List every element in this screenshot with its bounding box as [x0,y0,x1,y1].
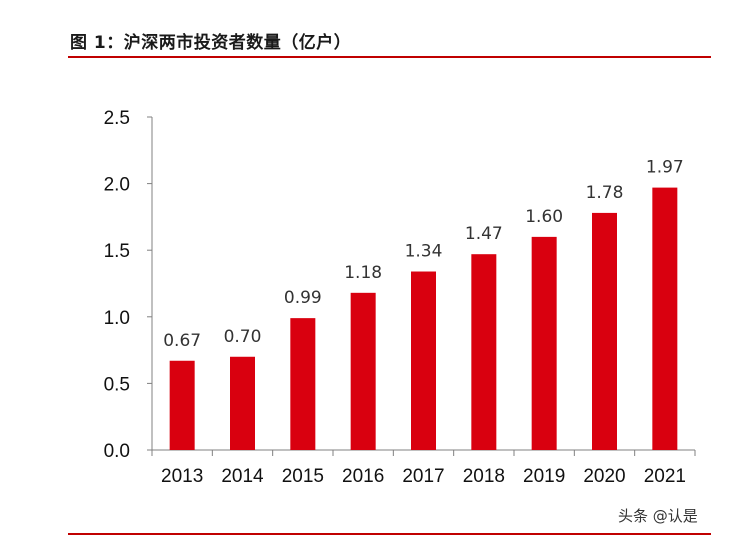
bar-2013 [169,360,195,450]
bar-2020 [592,212,617,450]
x-tick-label: 2015 [282,466,324,487]
y-tick-label: 1.5 [104,241,130,262]
y-tick-label: 0.5 [104,374,130,395]
data-label-2015: 0.99 [284,288,322,308]
data-label-2013: 0.67 [163,331,201,351]
y-tick-label: 1.0 [104,308,130,329]
y-tick-label: 2.0 [104,175,130,196]
bar-2015 [290,318,316,450]
x-tick-label: 2020 [583,466,625,487]
data-label-2020: 1.78 [586,183,624,203]
bar-2019 [531,236,557,450]
data-label-2014: 0.70 [224,327,262,347]
data-label-2019: 1.60 [525,207,563,227]
x-tick-label: 2017 [402,466,444,487]
data-label-2021: 1.97 [646,158,684,178]
top-rule [68,56,711,58]
x-tick-label: 2018 [463,466,505,487]
watermark: 头条 @认是 [618,507,698,525]
data-label-2016: 1.18 [344,263,382,283]
bottom-rule [68,533,711,535]
x-tick-label: 2014 [221,466,264,487]
x-tick-label: 2013 [161,466,203,487]
x-tick-label: 2019 [523,466,565,487]
x-tick-label: 2021 [644,466,686,487]
bar-2018 [471,254,497,450]
y-tick-label: 2.5 [104,108,130,129]
bar-2021 [652,187,678,450]
bar-2014 [230,356,255,450]
y-tick-label: 0.0 [104,441,130,462]
bar-2016 [350,292,376,450]
data-label-2017: 1.34 [405,242,443,262]
x-tick-label: 2016 [342,466,384,487]
bar-2017 [411,271,436,450]
figure-title: 图 1：沪深两市投资者数量（亿户） [70,33,352,53]
data-label-2018: 1.47 [465,224,503,244]
